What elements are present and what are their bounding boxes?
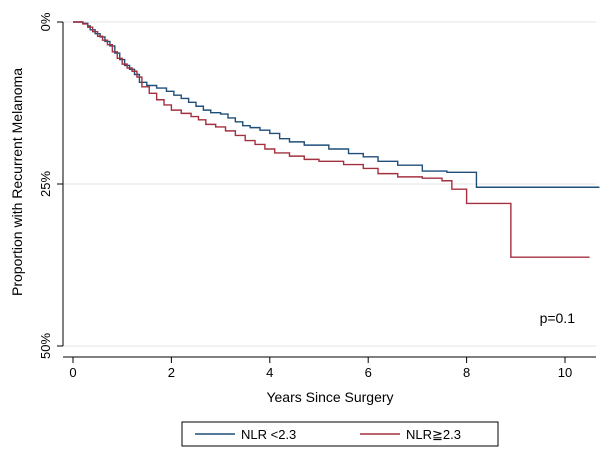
x-ticks: 0 2 4 6 8 10 (69, 357, 572, 380)
legend: NLR <2.3 NLR≧2.3 (181, 421, 499, 447)
x-tick-label-4: 8 (463, 365, 470, 380)
y-tick-label-0: 0% (38, 12, 53, 31)
legend-label-nlr-high: NLR≧2.3 (406, 427, 461, 442)
x-tick-label-1: 2 (168, 365, 175, 380)
series-line-0 (73, 21, 600, 188)
y-tick-label-2: 50% (38, 333, 53, 359)
x-axis-title: Years Since Surgery (266, 389, 393, 405)
legend-label-nlr-low: NLR <2.3 (241, 427, 296, 442)
x-tick-label-5: 10 (558, 365, 572, 380)
y-axis-title: Proportion with Recurrent Melanoma (9, 68, 25, 296)
y-tick-label-1: 25% (38, 171, 53, 197)
y-ticks: 0% 25% 50% (38, 12, 63, 359)
x-tick-label-2: 4 (266, 365, 273, 380)
axes (62, 22, 596, 358)
p-value-annotation: p=0.1 (540, 310, 576, 326)
series-lines (73, 21, 600, 258)
grid-lines (63, 21, 596, 347)
x-tick-label-3: 6 (365, 365, 372, 380)
x-tick-label-0: 0 (69, 365, 76, 380)
series-line-1 (73, 21, 590, 258)
